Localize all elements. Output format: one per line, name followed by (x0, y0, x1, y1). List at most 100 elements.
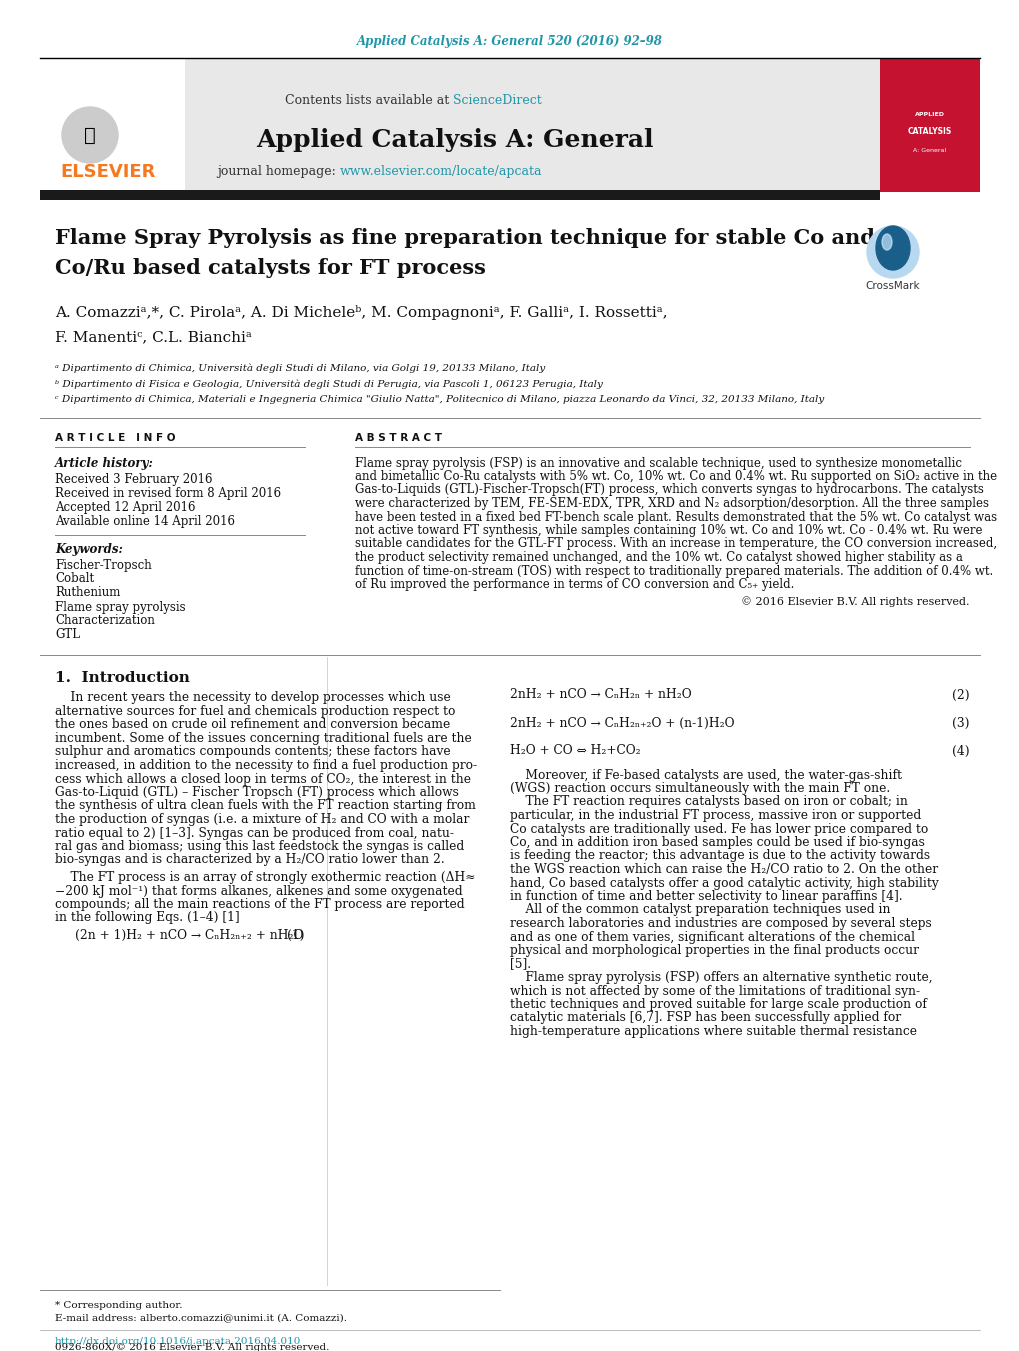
Text: Moreover, if Fe-based catalysts are used, the water-gas-shift: Moreover, if Fe-based catalysts are used… (510, 769, 901, 781)
Text: www.elsevier.com/locate/apcata: www.elsevier.com/locate/apcata (339, 166, 542, 178)
Text: A. Comazziᵃ,*, C. Pirolaᵃ, A. Di Micheleᵇ, M. Compagnoniᵃ, F. Galliᵃ, I. Rossett: A. Comazziᵃ,*, C. Pirolaᵃ, A. Di Michele… (55, 305, 667, 320)
Text: ᵃ Dipartimento di Chimica, Università degli Studi di Milano, via Golgi 19, 20133: ᵃ Dipartimento di Chimica, Università de… (55, 363, 545, 373)
Text: * Corresponding author.: * Corresponding author. (55, 1301, 182, 1309)
Text: ratio equal to 2) [1–3]. Syngas can be produced from coal, natu-: ratio equal to 2) [1–3]. Syngas can be p… (55, 827, 453, 839)
Text: the production of syngas (i.e. a mixture of H₂ and CO with a molar: the production of syngas (i.e. a mixture… (55, 813, 469, 825)
Text: Characterization: Characterization (55, 615, 155, 627)
Circle shape (62, 107, 118, 163)
Text: Gas-to-Liquid (GTL) – Fischer Tropsch (FT) process which allows: Gas-to-Liquid (GTL) – Fischer Tropsch (F… (55, 786, 459, 798)
Text: 🌳: 🌳 (84, 126, 96, 145)
Text: F. Manentiᶜ, C.L. Bianchiᵃ: F. Manentiᶜ, C.L. Bianchiᵃ (55, 330, 252, 345)
Text: © 2016 Elsevier B.V. All rights reserved.: © 2016 Elsevier B.V. All rights reserved… (741, 597, 969, 608)
Text: Flame spray pyrolysis (FSP) offers an alternative synthetic route,: Flame spray pyrolysis (FSP) offers an al… (510, 971, 931, 984)
Text: in the following Eqs. (1–4) [1]: in the following Eqs. (1–4) [1] (55, 912, 239, 924)
Text: and as one of them varies, significant alterations of the chemical: and as one of them varies, significant a… (510, 931, 914, 943)
Text: which is not affected by some of the limitations of traditional syn-: which is not affected by some of the lim… (510, 985, 919, 997)
Text: incumbent. Some of the issues concerning traditional fuels are the: incumbent. Some of the issues concerning… (55, 732, 472, 744)
Ellipse shape (881, 234, 892, 250)
Text: 0926-860X/© 2016 Elsevier B.V. All rights reserved.: 0926-860X/© 2016 Elsevier B.V. All right… (55, 1343, 329, 1351)
Text: ᶜ Dipartimento di Chimica, Materiali e Ingegneria Chimica "Giulio Natta", Polite: ᶜ Dipartimento di Chimica, Materiali e I… (55, 396, 823, 404)
Text: GTL: GTL (55, 628, 79, 642)
Text: the product selectivity remained unchanged, and the 10% wt. Co catalyst showed h: the product selectivity remained unchang… (355, 551, 962, 563)
Text: hand, Co based catalysts offer a good catalytic activity, high stability: hand, Co based catalysts offer a good ca… (510, 877, 937, 889)
Text: research laboratories and industries are composed by several steps: research laboratories and industries are… (510, 917, 930, 929)
Text: The FT process is an array of strongly exothermic reaction (ΔH≈: The FT process is an array of strongly e… (55, 871, 475, 884)
Text: Gas-to-Liquids (GTL)-Fischer-Tropsch(FT) process, which converts syngas to hydro: Gas-to-Liquids (GTL)-Fischer-Tropsch(FT)… (355, 484, 983, 497)
Text: Article history:: Article history: (55, 457, 154, 470)
Text: 2nH₂ + nCO → CₙH₂ₙ₊₂O + (n-1)H₂O: 2nH₂ + nCO → CₙH₂ₙ₊₂O + (n-1)H₂O (510, 716, 734, 730)
Text: APPLIED: APPLIED (914, 112, 944, 118)
Text: (1): (1) (287, 929, 305, 942)
Text: Flame spray pyrolysis: Flame spray pyrolysis (55, 600, 185, 613)
Text: A: General: A: General (913, 147, 946, 153)
Text: In recent years the necessity to develop processes which use: In recent years the necessity to develop… (55, 692, 450, 704)
Text: the WGS reaction which can raise the H₂/CO ratio to 2. On the other: the WGS reaction which can raise the H₂/… (510, 863, 937, 875)
Text: −200 kJ mol⁻¹) that forms alkanes, alkenes and some oxygenated: −200 kJ mol⁻¹) that forms alkanes, alken… (55, 885, 463, 897)
Bar (40, 190, 879, 200)
Text: and bimetallic Co-Ru catalysts with 5% wt. Co, 10% wt. Co and 0.4% wt. Ru suppor: and bimetallic Co-Ru catalysts with 5% w… (355, 470, 997, 484)
Text: bio-syngas and is characterized by a H₂/CO ratio lower than 2.: bio-syngas and is characterized by a H₂/… (55, 854, 444, 866)
Text: in function of time and better selectivity to linear paraffins [4].: in function of time and better selectivi… (510, 890, 902, 902)
Text: The FT reaction requires catalysts based on iron or cobalt; in: The FT reaction requires catalysts based… (510, 796, 907, 808)
Text: Contents lists available at: Contents lists available at (284, 93, 452, 107)
Text: (3): (3) (952, 716, 969, 730)
Text: Available online 14 April 2016: Available online 14 April 2016 (55, 515, 234, 527)
Ellipse shape (875, 226, 909, 270)
Text: 1.  Introduction: 1. Introduction (55, 671, 190, 685)
Text: cess which allows a closed loop in terms of CO₂, the interest in the: cess which allows a closed loop in terms… (55, 773, 471, 785)
Text: (2n + 1)H₂ + nCO → CₙH₂ₙ₊₂ + nH₂O: (2n + 1)H₂ + nCO → CₙH₂ₙ₊₂ + nH₂O (75, 929, 303, 942)
Text: Accepted 12 April 2016: Accepted 12 April 2016 (55, 500, 196, 513)
Text: sulphur and aromatics compounds contents; these factors have: sulphur and aromatics compounds contents… (55, 746, 450, 758)
Text: were characterized by TEM, FE-SEM-EDX, TPR, XRD and N₂ adsorption/desorption. Al: were characterized by TEM, FE-SEM-EDX, T… (355, 497, 988, 509)
Text: of Ru improved the performance in terms of CO conversion and C₅₊ yield.: of Ru improved the performance in terms … (355, 578, 794, 590)
Text: (2): (2) (952, 689, 969, 701)
Text: not active toward FT synthesis, while samples containing 10% wt. Co and 10% wt. : not active toward FT synthesis, while sa… (355, 524, 981, 536)
Text: H₂O + CO ⇔ H₂+CO₂: H₂O + CO ⇔ H₂+CO₂ (510, 744, 640, 758)
Text: CrossMark: CrossMark (865, 281, 919, 290)
Text: particular, in the industrial FT process, massive iron or supported: particular, in the industrial FT process… (510, 809, 920, 821)
Text: thetic techniques and proved suitable for large scale production of: thetic techniques and proved suitable fo… (510, 998, 926, 1011)
Text: Fischer-Tropsch: Fischer-Tropsch (55, 558, 152, 571)
Text: Received 3 February 2016: Received 3 February 2016 (55, 473, 212, 485)
Text: Applied Catalysis A: General 520 (2016) 92–98: Applied Catalysis A: General 520 (2016) … (357, 35, 662, 49)
Text: (4): (4) (952, 744, 969, 758)
Text: high-temperature applications where suitable thermal resistance: high-temperature applications where suit… (510, 1025, 916, 1038)
Text: the synthesis of ultra clean fuels with the FT reaction starting from: the synthesis of ultra clean fuels with … (55, 800, 476, 812)
Text: have been tested in a fixed bed FT-bench scale plant. Results demonstrated that : have been tested in a fixed bed FT-bench… (355, 511, 997, 523)
Text: Ruthenium: Ruthenium (55, 586, 120, 600)
Text: Co/Ru based catalysts for FT process: Co/Ru based catalysts for FT process (55, 258, 485, 278)
Text: increased, in addition to the necessity to find a fuel production pro-: increased, in addition to the necessity … (55, 759, 477, 771)
Text: compounds; all the main reactions of the FT process are reported: compounds; all the main reactions of the… (55, 898, 465, 911)
Text: journal homepage:: journal homepage: (217, 166, 339, 178)
Text: Applied Catalysis A: General: Applied Catalysis A: General (256, 128, 653, 153)
Text: A R T I C L E   I N F O: A R T I C L E I N F O (55, 434, 175, 443)
Text: CATALYSIS: CATALYSIS (907, 127, 951, 136)
Text: Cobalt: Cobalt (55, 573, 94, 585)
Bar (40, 58, 184, 192)
Text: Co catalysts are traditionally used. Fe has lower price compared to: Co catalysts are traditionally used. Fe … (510, 823, 927, 835)
Text: Received in revised form 8 April 2016: Received in revised form 8 April 2016 (55, 486, 281, 500)
Text: Flame spray pyrolysis (FSP) is an innovative and scalable technique, used to syn: Flame spray pyrolysis (FSP) is an innova… (355, 457, 961, 470)
Text: the ones based on crude oil refinement and conversion became: the ones based on crude oil refinement a… (55, 719, 449, 731)
Bar (40, 58, 879, 192)
Text: A B S T R A C T: A B S T R A C T (355, 434, 441, 443)
Text: ᵇ Dipartimento di Fisica e Geologia, Università degli Studi di Perugia, via Pasc: ᵇ Dipartimento di Fisica e Geologia, Uni… (55, 380, 602, 389)
Text: Co, and in addition iron based samples could be used if bio-syngas: Co, and in addition iron based samples c… (510, 836, 924, 848)
Text: ral gas and biomass; using this last feedstock the syngas is called: ral gas and biomass; using this last fee… (55, 840, 464, 852)
Text: E-mail address: alberto.comazzi@unimi.it (A. Comazzi).: E-mail address: alberto.comazzi@unimi.it… (55, 1313, 346, 1323)
Text: suitable candidates for the GTL-FT process. With an increase in temperature, the: suitable candidates for the GTL-FT proce… (355, 538, 997, 550)
Text: catalytic materials [6,7]. FSP has been successfully applied for: catalytic materials [6,7]. FSP has been … (510, 1012, 900, 1024)
Text: (WGS) reaction occurs simultaneously with the main FT one.: (WGS) reaction occurs simultaneously wit… (510, 782, 890, 794)
Text: All of the common catalyst preparation techniques used in: All of the common catalyst preparation t… (510, 904, 890, 916)
Text: function of time-on-stream (TOS) with respect to traditionally prepared material: function of time-on-stream (TOS) with re… (355, 565, 993, 577)
Text: Keywords:: Keywords: (55, 543, 122, 557)
Text: ScienceDirect: ScienceDirect (452, 93, 541, 107)
Text: alternative sources for fuel and chemicals production respect to: alternative sources for fuel and chemica… (55, 705, 454, 717)
Text: is feeding the reactor; this advantage is due to the activity towards: is feeding the reactor; this advantage i… (510, 850, 929, 862)
Text: physical and morphological properties in the final products occur: physical and morphological properties in… (510, 944, 918, 957)
Circle shape (866, 226, 918, 278)
Text: ELSEVIER: ELSEVIER (60, 163, 155, 181)
Bar (879, 58, 979, 192)
Text: 2nH₂ + nCO → CₙH₂ₙ + nH₂O: 2nH₂ + nCO → CₙH₂ₙ + nH₂O (510, 689, 691, 701)
Text: http://dx.doi.org/10.1016/j.apcata.2016.04.010: http://dx.doi.org/10.1016/j.apcata.2016.… (55, 1336, 301, 1346)
